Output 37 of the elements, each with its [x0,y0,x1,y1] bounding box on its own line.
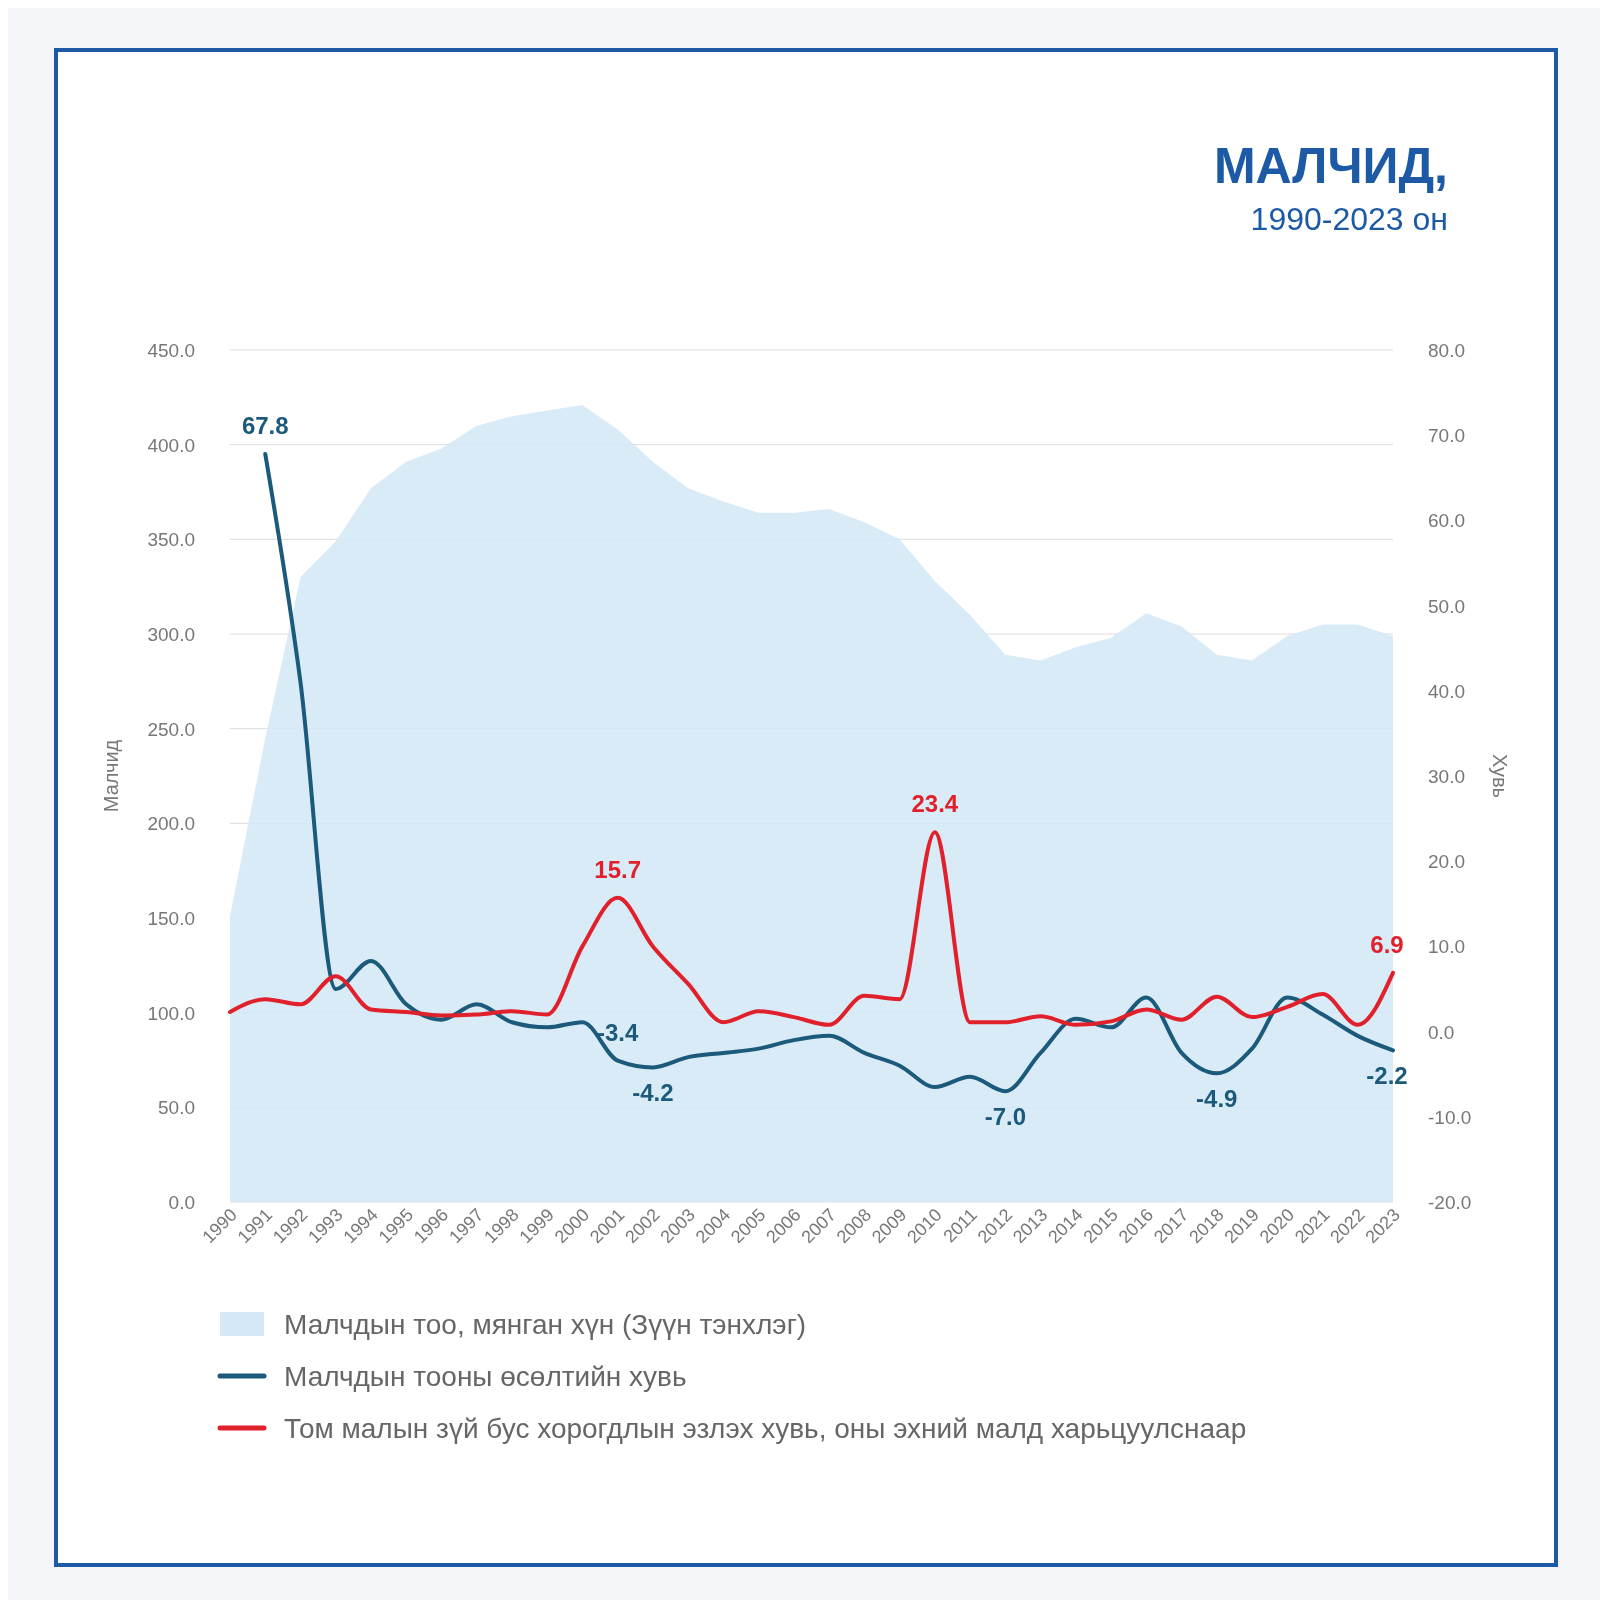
y2-tick-label: 70.0 [1428,425,1465,447]
y2-tick-label: 50.0 [1428,595,1465,617]
y2-tick-label: 20.0 [1428,851,1465,873]
legend-label: Том малын зүй бус хорогдлын эзлэх хувь, оны эхний малд харьцуулснаар [284,1413,1247,1444]
y2-axis-title: Хувь [1489,754,1511,798]
legend-label: Малчдын тооны өсөлтийн хувь [284,1361,687,1392]
chart-title: МАЛЧИД, [1213,138,1448,194]
y-tick-label: 150.0 [147,908,195,929]
data-label: -2.2 [1366,1062,1408,1090]
y-tick-label: 0.0 [168,1192,195,1213]
legend-label: Малчдын тоо, мянган хүн (Зүүн тэнхлэг) [284,1309,807,1340]
data-label: -3.4 [596,1018,639,1046]
y2-tick-label: 30.0 [1428,766,1465,787]
data-label: -7.0 [984,1103,1027,1131]
data-label: 67.8 [241,411,289,439]
data-label: -4.2 [632,1079,674,1107]
y-tick-label: 300.0 [147,624,195,645]
y-tick-label: 450.0 [147,340,195,361]
y2-tick-label: 40.0 [1428,680,1465,702]
y2-tick-label: 60.0 [1428,510,1465,532]
y2-tick-label: -20.0 [1428,1192,1472,1213]
data-label: -4.9 [1196,1085,1238,1113]
y2-tick-label: -10.0 [1428,1106,1472,1128]
y-tick-label: 200.0 [147,813,195,835]
data-label: 15.7 [594,855,642,883]
chart-subtitle: 1990-2023 он [1250,201,1448,237]
y-tick-label: 350.0 [147,529,195,551]
y2-tick-label: 80.0 [1428,340,1465,361]
y2-tick-label: 0.0 [1428,1021,1455,1043]
y-tick-label: 400.0 [147,434,195,456]
y-axis-title: Малчид [100,739,122,813]
data-label: 6.9 [1370,930,1404,958]
data-label: 23.4 [911,790,959,818]
y-tick-label: 250.0 [147,718,195,740]
y2-tick-label: 10.0 [1428,936,1465,958]
y-tick-label: 50.0 [158,1097,195,1119]
y-tick-label: 100.0 [147,1002,195,1024]
